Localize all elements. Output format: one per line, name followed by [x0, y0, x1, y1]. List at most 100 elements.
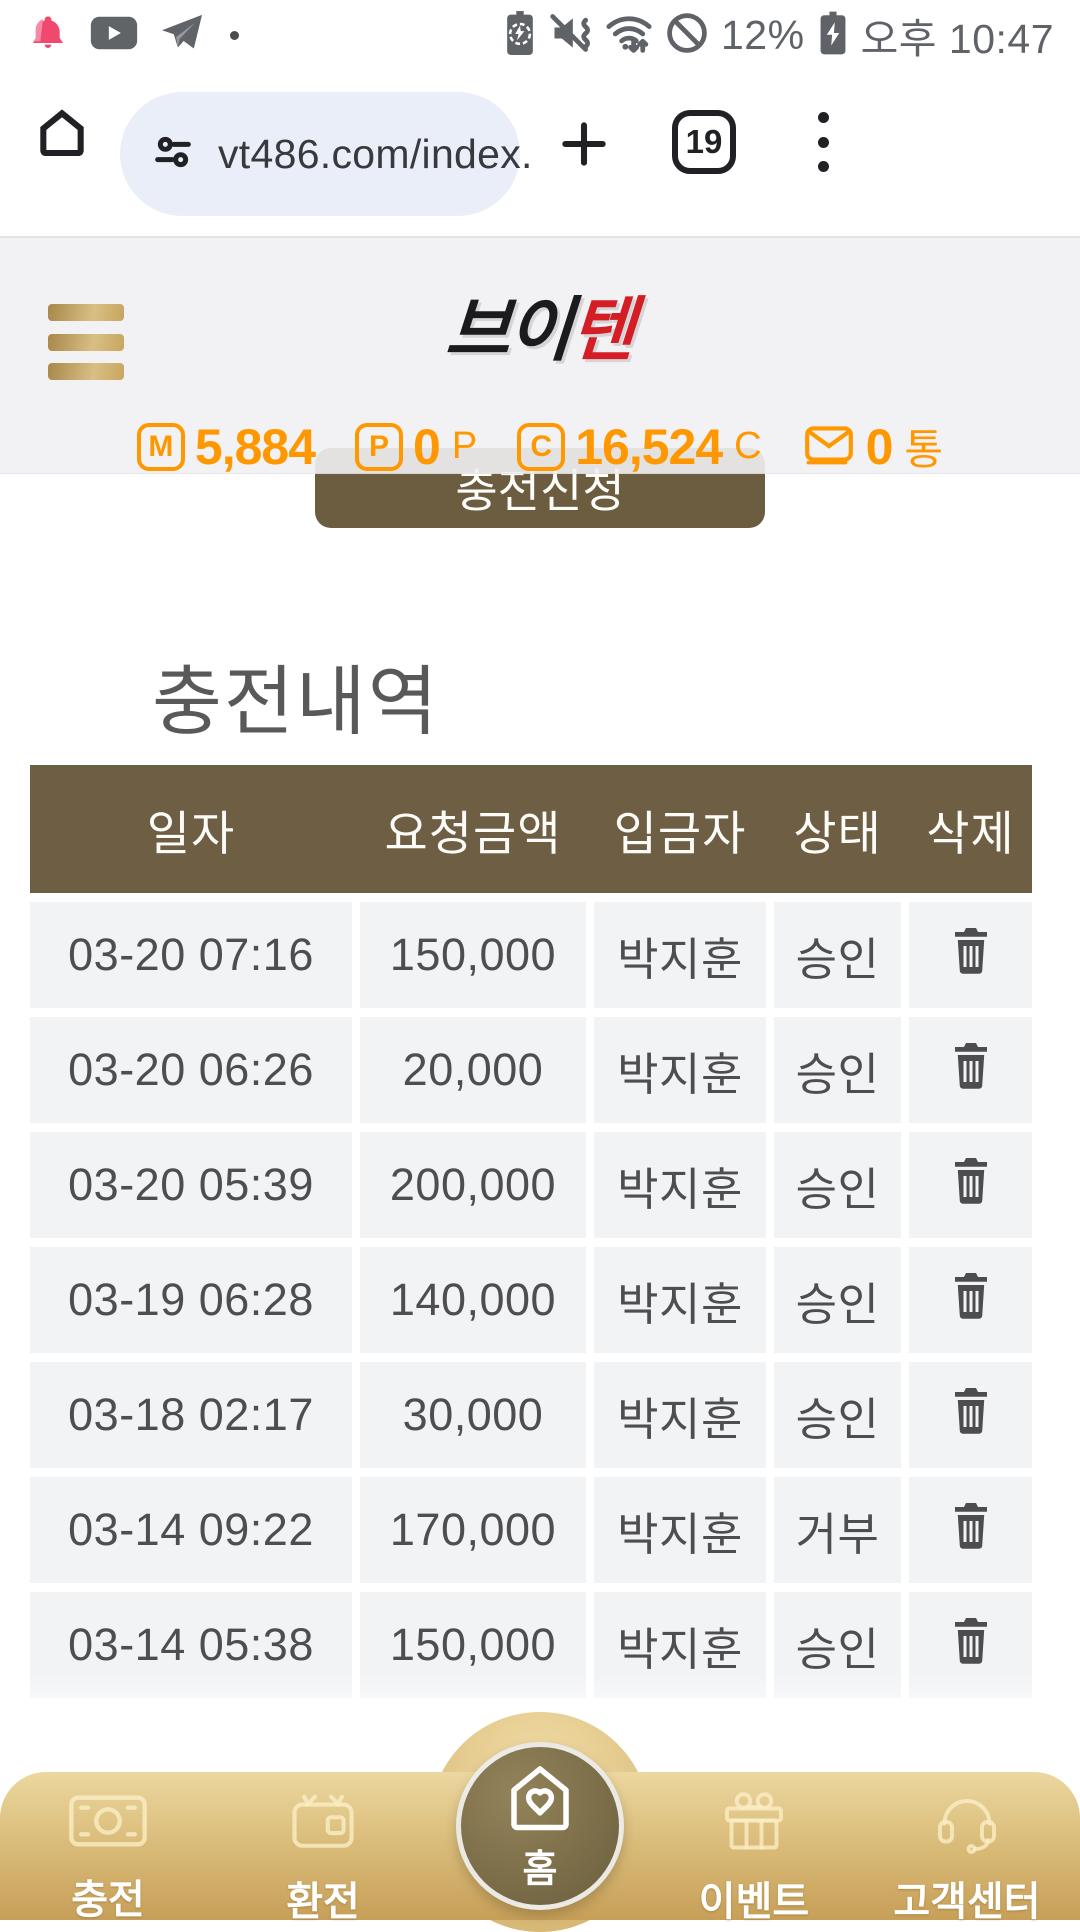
cell-amount: 20,000	[360, 1017, 586, 1123]
point-stat: P 0 P	[355, 418, 477, 476]
logo-text-red: 텐	[568, 291, 636, 369]
cell-status: 승인	[774, 1247, 901, 1353]
new-tab-button[interactable]	[556, 116, 612, 177]
mail-stat: 0 통	[802, 416, 943, 477]
nav-item-charge[interactable]: 충전	[8, 1790, 208, 1925]
delete-button[interactable]	[909, 1132, 1032, 1238]
delete-button[interactable]	[909, 902, 1032, 1008]
cell-date: 03-19 06:28	[30, 1247, 352, 1353]
banknote-icon	[68, 1790, 148, 1857]
nav-item-support[interactable]: 고객센터	[867, 1790, 1067, 1927]
cell-depositor: 박지훈	[594, 1132, 766, 1238]
trash-icon	[950, 926, 992, 985]
coupon-unit: C	[734, 425, 762, 467]
coupon-value: 16,524	[575, 418, 723, 475]
nav-label: 고객센터	[893, 1880, 1041, 1924]
vibrate-mute-icon	[549, 11, 593, 60]
battery-charging-icon	[817, 11, 849, 60]
col-header-date: 일자	[146, 806, 236, 860]
browser-menu-button[interactable]	[808, 112, 838, 172]
trash-icon	[950, 1616, 992, 1675]
cell-status: 승인	[774, 1362, 901, 1468]
notification-bell-icon	[28, 11, 68, 60]
browser-toolbar: vt486.com/index. 19	[0, 70, 1080, 238]
trash-icon	[950, 1271, 992, 1330]
headset-icon	[931, 1790, 1003, 1859]
notification-dot-icon	[230, 30, 239, 40]
mail-value: 0	[865, 418, 894, 475]
cell-date: 03-20 07:16	[30, 902, 352, 1008]
cell-date: 03-14 09:22	[30, 1477, 352, 1583]
cell-depositor: 박지훈	[594, 1362, 766, 1468]
site-header: 브이텐 M 5,884 P 0 P C 16,524 C 0 통	[0, 238, 1080, 477]
nav-item-home[interactable]: 홈	[456, 1742, 624, 1910]
nav-label: 홈	[522, 1849, 558, 1891]
notification-icons	[28, 0, 239, 70]
table-body: 03-20 07:16 150,000 박지훈 승인 03-20 06:26 2…	[30, 902, 1032, 1698]
cell-depositor: 박지훈	[594, 1247, 766, 1353]
clock: 오후 10:47	[860, 16, 1054, 62]
cell-amount: 30,000	[360, 1362, 586, 1468]
cell-status: 거부	[774, 1477, 901, 1583]
cell-status: 승인	[774, 902, 901, 1008]
cell-status: 승인	[774, 1132, 901, 1238]
point-unit: P	[451, 425, 478, 467]
table-row: 03-14 09:22 170,000 박지훈 거부	[30, 1477, 1032, 1583]
site-settings-icon[interactable]	[150, 129, 196, 180]
money-stat: M 5,884	[136, 418, 316, 476]
col-header-delete: 삭제	[926, 806, 1015, 860]
telegram-icon	[160, 13, 204, 58]
col-header-depositor: 입금자	[613, 806, 747, 860]
table-row: 03-18 02:17 30,000 박지훈 승인	[30, 1362, 1032, 1468]
cell-date: 03-20 06:26	[30, 1017, 352, 1123]
nav-item-exchange[interactable]: 환전	[223, 1790, 423, 1927]
col-header-status: 상태	[793, 806, 882, 860]
table-row: 03-19 06:28 140,000 박지훈 승인	[30, 1247, 1032, 1353]
col-header-amount: 요청금액	[384, 806, 562, 860]
url-bar[interactable]: vt486.com/index.	[120, 92, 532, 216]
nav-label: 이벤트	[698, 1880, 810, 1924]
trash-icon	[950, 1386, 992, 1445]
gift-icon	[718, 1790, 790, 1859]
coupon-icon: C	[517, 422, 566, 471]
cell-depositor: 박지훈	[594, 902, 766, 1008]
cell-amount: 140,000	[360, 1247, 586, 1353]
tab-switcher-button[interactable]: 19	[672, 110, 736, 174]
nav-item-event[interactable]: 이벤트	[654, 1790, 854, 1927]
logo-text-black: 브이	[443, 291, 574, 369]
table-row: 03-20 07:16 150,000 박지훈 승인	[30, 902, 1032, 1008]
table-header-row: 일자 요청금액 입금자 상태 삭제	[30, 765, 1032, 893]
cell-status: 승인	[774, 1017, 901, 1123]
delete-button[interactable]	[909, 1247, 1032, 1353]
cell-date: 03-20 05:39	[30, 1132, 352, 1238]
trash-icon	[950, 1156, 992, 1215]
delete-button[interactable]	[909, 1017, 1032, 1123]
battery-saver-icon	[503, 10, 537, 60]
mail-icon	[802, 419, 856, 474]
point-icon: P	[355, 422, 404, 471]
wifi-icon	[605, 11, 653, 60]
nav-label: 환전	[286, 1880, 360, 1924]
site-logo[interactable]: 브이텐	[0, 274, 1080, 375]
menu-button[interactable]	[48, 304, 124, 380]
delete-button[interactable]	[909, 1477, 1032, 1583]
cell-depositor: 박지훈	[594, 1477, 766, 1583]
cell-amount: 150,000	[360, 902, 586, 1008]
android-status-bar: 12% 오후 10:47	[0, 0, 1080, 70]
cell-date: 03-18 02:17	[30, 1362, 352, 1468]
money-value: 5,884	[194, 418, 316, 475]
url-text[interactable]: vt486.com/index.	[218, 130, 533, 177]
system-status-icons: 12% 오후 10:47	[503, 0, 1054, 70]
money-icon: M	[136, 422, 185, 471]
charge-history-table: 일자 요청금액 입금자 상태 삭제 03-20 07:16 150,000 박지…	[30, 765, 1032, 1698]
browser-home-button[interactable]	[34, 104, 90, 165]
table-row: 03-20 05:39 200,000 박지훈 승인	[30, 1132, 1032, 1238]
nav-label: 충전	[71, 1878, 145, 1922]
home-heart-icon	[501, 1759, 579, 1836]
coupon-stat: C 16,524 C	[517, 418, 762, 476]
battery-percent: 12%	[721, 11, 805, 58]
youtube-icon	[90, 15, 138, 56]
table-row: 03-20 06:26 20,000 박지훈 승인	[30, 1017, 1032, 1123]
wallet-icon	[285, 1790, 361, 1859]
delete-button[interactable]	[909, 1362, 1032, 1468]
